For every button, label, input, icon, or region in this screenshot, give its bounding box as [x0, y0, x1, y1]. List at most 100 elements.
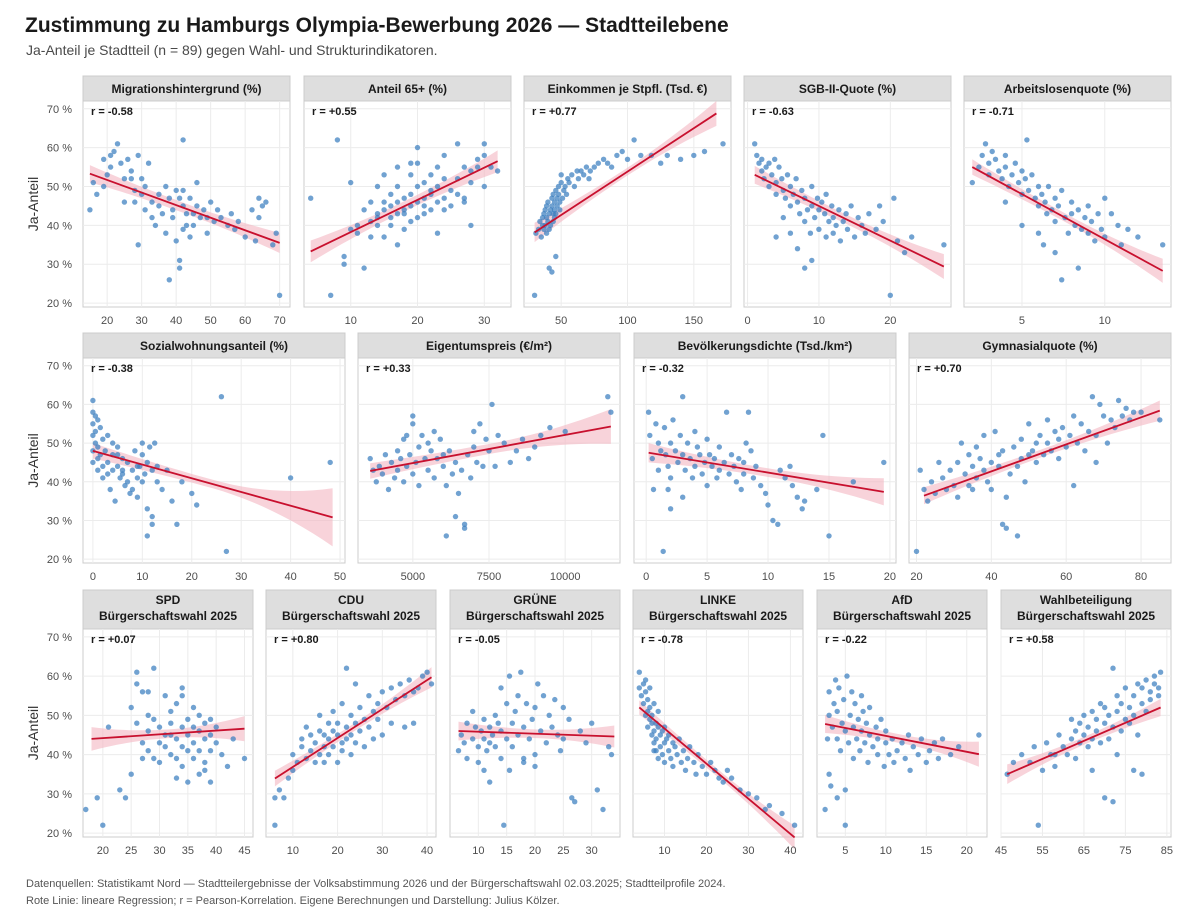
facet-panel: Gymnasialquote (%) r = +0.70 20 40 60 80 [908, 332, 1172, 583]
data-point [651, 728, 657, 734]
data-point [851, 234, 858, 240]
data-point [988, 459, 994, 466]
data-point [128, 704, 134, 711]
data-point [173, 187, 179, 194]
data-point [162, 744, 168, 750]
data-point [594, 787, 600, 793]
data-point [1104, 440, 1111, 446]
data-point [1019, 168, 1025, 174]
data-point [202, 759, 208, 766]
x-tick-label: 40 [985, 571, 997, 583]
data-point [391, 475, 398, 481]
data-point [401, 195, 407, 201]
data-point [504, 736, 510, 742]
x-tick-label: 20 [910, 571, 922, 583]
data-point [139, 689, 146, 695]
data-point [692, 428, 698, 435]
data-point [381, 207, 387, 213]
data-point [1089, 708, 1095, 715]
data-point [219, 751, 225, 758]
data-point [303, 724, 309, 730]
correlation-label: r = +0.07 [91, 634, 136, 646]
data-point [128, 168, 134, 174]
data-point [173, 736, 180, 742]
data-point [452, 459, 459, 466]
data-point [830, 230, 836, 236]
facet-strip [303, 75, 512, 102]
data-point [701, 148, 708, 155]
data-point [464, 720, 470, 726]
data-point [152, 440, 158, 446]
data-point [802, 218, 808, 225]
x-tick-label: 40 [284, 571, 296, 583]
data-point [870, 744, 876, 750]
facet-strip [632, 589, 804, 630]
data-point [830, 214, 836, 221]
data-point [1056, 436, 1062, 442]
data-point [899, 740, 905, 746]
data-point [661, 424, 668, 431]
data-point [773, 234, 779, 240]
data-point [784, 172, 791, 178]
data-point [495, 720, 501, 726]
data-point [129, 486, 136, 493]
data-point [894, 238, 901, 244]
data-point [308, 732, 314, 738]
data-point [956, 744, 962, 750]
facet-title: Gymnasialquote (%) [982, 339, 1097, 353]
data-point [142, 471, 148, 477]
data-point [202, 720, 208, 726]
data-point [721, 459, 727, 466]
data-point [163, 230, 169, 236]
data-point [441, 195, 447, 201]
x-tick-label: 40 [210, 845, 222, 857]
data-point [183, 211, 190, 217]
data-point [179, 693, 185, 699]
regression-line [310, 160, 499, 253]
data-point [1067, 432, 1073, 439]
data-point [902, 755, 908, 762]
data-point [361, 265, 367, 271]
data-point [179, 685, 185, 691]
data-point [100, 463, 106, 469]
data-point [689, 475, 696, 481]
data-point [151, 665, 157, 671]
data-point [471, 428, 477, 435]
data-point [481, 152, 487, 159]
data-point [891, 195, 897, 201]
data-point [196, 771, 202, 777]
data-point [562, 183, 568, 190]
data-point [857, 748, 863, 754]
facet-strip [82, 75, 291, 102]
data-point [492, 712, 498, 718]
data-point [461, 195, 467, 201]
data-point [1002, 152, 1009, 159]
data-point [454, 141, 461, 147]
facet-strip [82, 332, 346, 359]
data-point [649, 455, 655, 462]
data-point [866, 211, 872, 217]
data-point [947, 467, 953, 473]
data-point [996, 452, 1002, 458]
data-point [147, 444, 153, 450]
data-point [650, 486, 657, 493]
data-point [645, 409, 652, 415]
data-point [162, 693, 168, 699]
data-point [121, 176, 128, 182]
facet-title: Sozialwohnungsanteil (%) [140, 339, 288, 353]
data-point [1138, 409, 1144, 415]
data-point [1135, 681, 1141, 687]
data-point [428, 448, 434, 454]
data-point [379, 732, 385, 738]
data-point [128, 771, 134, 777]
data-point [1043, 740, 1050, 746]
facet-panel: Einkommen je Stpfl. (Tsd. €) r = +0.77 50 1… [523, 75, 732, 327]
chart-subtitle: Ja-Anteil je Stadtteil (n = 89) gegen Wa… [26, 42, 438, 58]
data-point [716, 775, 722, 781]
data-point [118, 160, 124, 166]
data-point [149, 214, 155, 221]
data-point [202, 736, 208, 742]
correlation-label: r = -0.58 [91, 106, 133, 118]
data-point [214, 207, 221, 213]
data-point [388, 203, 394, 209]
